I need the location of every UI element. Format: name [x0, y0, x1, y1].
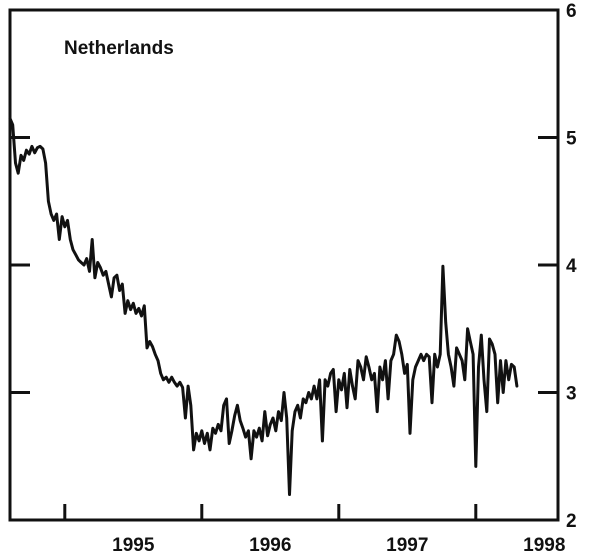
y-tick-label: 6 [566, 1, 577, 22]
x-tick-label: 1996 [249, 535, 291, 555]
y-tick-label: 4 [566, 256, 577, 277]
x-tick-label: 1995 [112, 535, 155, 555]
y-tick-label: 2 [566, 511, 577, 532]
chart-title: Netherlands [64, 38, 174, 59]
y-tick-label: 5 [566, 129, 577, 150]
x-axis: 1995 1996 1997 1998 [63, 504, 565, 555]
y-tick-label: 3 [566, 384, 577, 405]
series-line [8, 116, 519, 496]
x-tick-label: 1998 [523, 535, 565, 555]
x-tick-label: 1997 [386, 535, 428, 555]
y-axis: 2 3 4 5 6 [10, 1, 577, 532]
